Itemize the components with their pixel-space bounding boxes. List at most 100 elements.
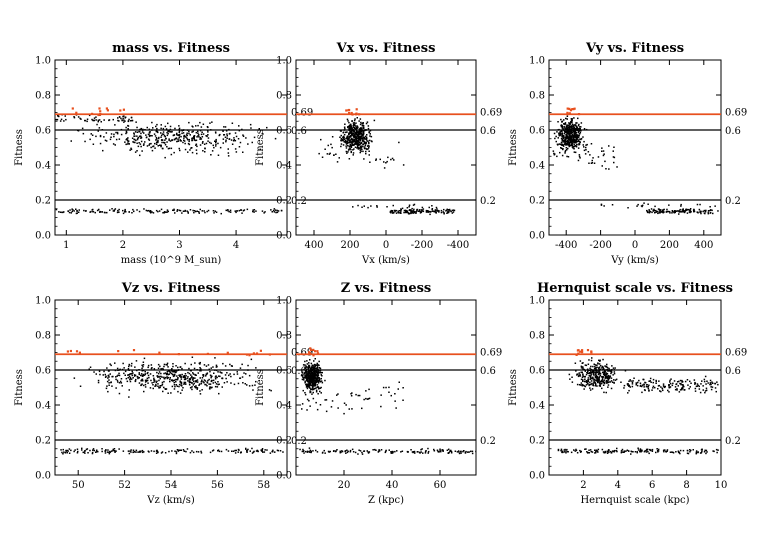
data-point (367, 451, 369, 453)
data-point (698, 208, 701, 211)
data-point (577, 140, 579, 142)
y-tick-label: 0.4 (276, 161, 292, 172)
x-tick-label: 6 (649, 480, 655, 491)
data-point (385, 162, 387, 164)
data-point (112, 448, 114, 451)
data-point (163, 365, 165, 368)
data-point (135, 451, 137, 453)
data-point (165, 137, 167, 140)
data-point (91, 118, 93, 121)
data-point (684, 380, 687, 383)
data-point (629, 386, 631, 388)
data-point (557, 121, 559, 123)
data-point (128, 389, 130, 391)
data-point (134, 380, 137, 383)
data-point (164, 452, 167, 454)
data-point (383, 167, 386, 169)
data-point (647, 203, 649, 205)
x-tick-label: 40 (386, 480, 399, 491)
data-point (185, 450, 187, 453)
data-point (134, 141, 136, 144)
data-point (553, 152, 555, 155)
data-point (174, 371, 176, 374)
data-point (602, 384, 605, 386)
data-point (611, 365, 613, 367)
data-point (61, 451, 63, 454)
data-point (212, 144, 214, 147)
data-point (179, 449, 181, 451)
data-point (178, 130, 181, 132)
data-point (553, 132, 556, 135)
data-point (595, 449, 598, 451)
data-point (282, 451, 284, 453)
data-point (662, 211, 664, 214)
data-point (419, 209, 421, 211)
data-point (122, 117, 124, 120)
data-point (323, 449, 325, 452)
data-point (356, 143, 358, 146)
data-point (195, 125, 197, 127)
data-point (419, 211, 422, 213)
data-point (304, 380, 306, 383)
data-point (191, 151, 194, 154)
data-point (354, 136, 357, 138)
data-point (570, 120, 573, 122)
data-point (99, 211, 102, 213)
data-point (195, 450, 198, 453)
data-point (559, 132, 562, 135)
data-point (566, 450, 569, 453)
data-point (397, 388, 399, 390)
data-point (357, 148, 360, 150)
data-point (559, 131, 562, 133)
data-point (600, 204, 603, 206)
data-point (605, 365, 608, 368)
data-point (560, 449, 562, 452)
data-point (123, 119, 125, 121)
data-point (575, 139, 577, 141)
data-point (385, 449, 387, 452)
data-point (343, 402, 346, 404)
data-point (160, 368, 162, 370)
plot-frame (548, 299, 722, 476)
data-point (403, 209, 406, 212)
data-point (571, 140, 574, 142)
data-point (452, 211, 455, 213)
data-point (630, 450, 632, 453)
data-point (89, 366, 92, 368)
data-point (565, 131, 567, 134)
data-point (564, 122, 567, 124)
data-point (464, 451, 467, 454)
data-point (560, 134, 562, 136)
highlighted-point (248, 354, 251, 357)
data-point (174, 450, 176, 452)
data-point (561, 451, 563, 454)
data-point (711, 381, 713, 383)
data-point (98, 119, 101, 121)
data-point (184, 142, 186, 145)
data-point (651, 389, 653, 391)
data-point (699, 391, 702, 394)
data-point (152, 145, 155, 147)
data-point (407, 451, 409, 453)
data-point (147, 364, 150, 367)
x-tick-label: 3 (176, 240, 182, 251)
data-point (343, 126, 346, 128)
data-point (308, 386, 311, 388)
data-point (163, 377, 165, 380)
data-point (328, 153, 331, 155)
data-point (195, 139, 198, 141)
data-point (179, 366, 182, 368)
data-point (179, 392, 182, 394)
data-point (430, 210, 432, 213)
data-point (408, 213, 411, 215)
data-point (175, 378, 177, 381)
data-point (594, 372, 596, 374)
data-point (590, 359, 593, 362)
data-point (174, 137, 177, 140)
data-point (60, 449, 62, 451)
x-tick-label: -200 (589, 240, 611, 251)
data-point (360, 137, 363, 140)
data-point (201, 131, 203, 133)
data-point (103, 211, 106, 214)
data-point (372, 449, 374, 451)
